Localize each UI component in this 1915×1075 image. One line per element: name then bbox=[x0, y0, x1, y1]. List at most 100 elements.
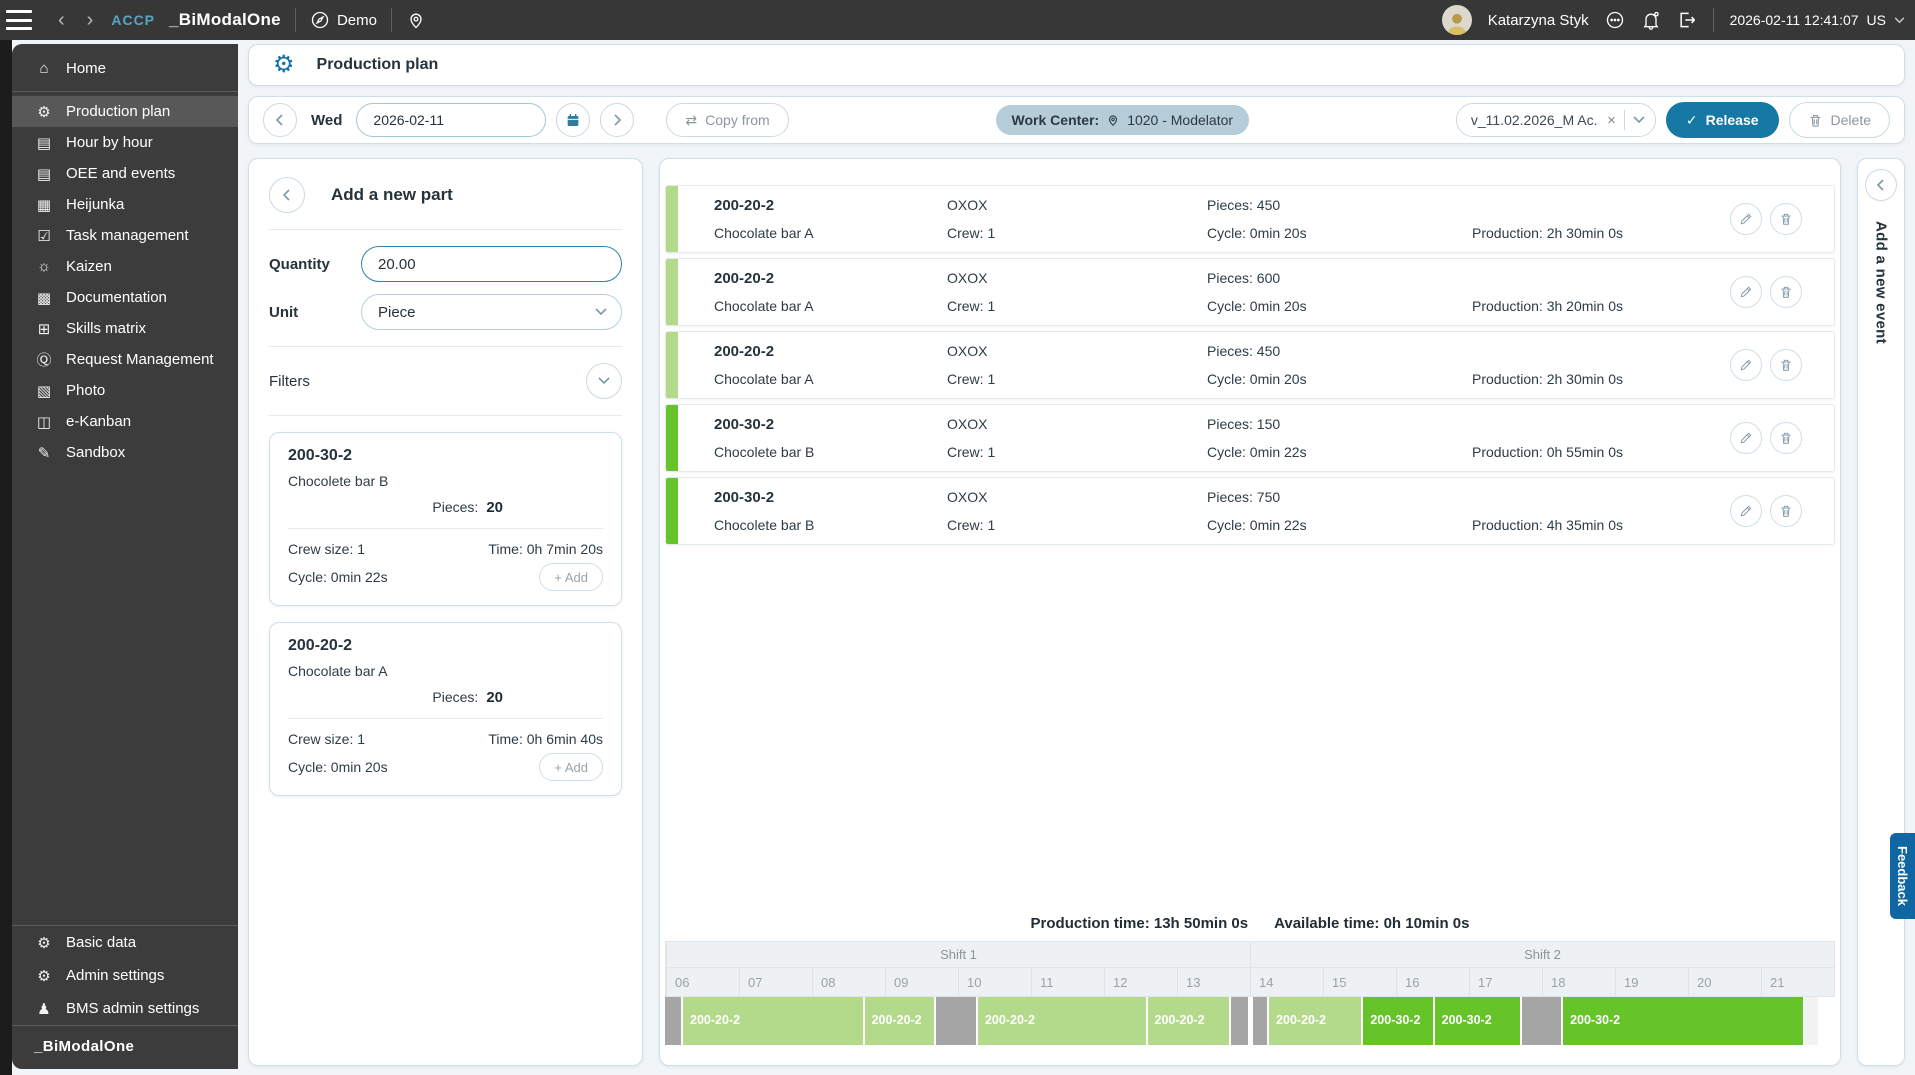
chevron-down-icon[interactable] bbox=[1633, 116, 1645, 124]
shift-label: Shift 1 bbox=[666, 942, 1250, 967]
sidebar-item[interactable]: ▤ OEE and events bbox=[12, 158, 238, 189]
delete-row-button[interactable] bbox=[1770, 495, 1802, 527]
part-number: 200-30-2 bbox=[714, 489, 775, 506]
location-pin-icon[interactable] bbox=[406, 10, 426, 30]
time-summary: Production time: 13h 50min 0s Available … bbox=[663, 915, 1837, 932]
available-time-total: Available time: 0h 10min 0s bbox=[1274, 915, 1470, 932]
row-color-bar bbox=[666, 186, 678, 252]
plan-row: 200-30-2 Chocolete bar B OXOX Crew: 1 Pi… bbox=[665, 404, 1835, 472]
panel-title: Add a new event bbox=[1872, 221, 1890, 344]
delete-row-button[interactable] bbox=[1770, 276, 1802, 308]
sidebar-item[interactable]: ▧ Photo bbox=[12, 375, 238, 406]
calendar-button[interactable] bbox=[556, 103, 591, 137]
gantt-segment[interactable] bbox=[1521, 997, 1564, 1045]
sidebar-item[interactable]: ✎ Sandbox bbox=[12, 437, 238, 468]
expand-filters-button[interactable] bbox=[586, 363, 622, 399]
cycle-value: Cycle: 0min 20s bbox=[1207, 225, 1307, 241]
delete-row-button[interactable] bbox=[1770, 203, 1802, 235]
edit-row-button[interactable] bbox=[1730, 349, 1762, 381]
gantt-segment[interactable]: 200-20-2 bbox=[1269, 997, 1364, 1045]
unit-select[interactable]: Piece bbox=[361, 294, 622, 330]
pieces-value: Pieces: 450 bbox=[1207, 197, 1281, 213]
quantity-input[interactable] bbox=[361, 246, 622, 282]
feedback-tab[interactable]: Feedback bbox=[1890, 833, 1915, 919]
collapse-panel-button[interactable] bbox=[269, 177, 305, 213]
edit-row-button[interactable] bbox=[1730, 276, 1762, 308]
sidebar-item[interactable]: ◫ e-Kanban bbox=[12, 406, 238, 437]
pieces-value: Pieces: 750 bbox=[1207, 489, 1281, 505]
sidebar-item[interactable]: ☑ Task management bbox=[12, 220, 238, 251]
add-part-button[interactable]: + Add bbox=[539, 753, 603, 781]
sidebar-item[interactable]: ⌂ Home bbox=[12, 54, 238, 92]
filters-label: Filters bbox=[269, 372, 310, 390]
sidebar-item[interactable]: ⚙ Basic data bbox=[12, 926, 238, 959]
hour-header-row: 06 07 08 09 10 11 12 13 14 15 16 17 18 19 20 21 bbox=[665, 967, 1835, 997]
sidebar-item[interactable]: ⊞ Skills matrix bbox=[12, 313, 238, 344]
gantt-segment[interactable]: 200-20-2 bbox=[683, 997, 865, 1045]
delete-row-button[interactable] bbox=[1770, 349, 1802, 381]
part-name: Chocolate bar A bbox=[714, 371, 814, 387]
edit-row-button[interactable] bbox=[1730, 422, 1762, 454]
expand-event-panel-button[interactable] bbox=[1865, 169, 1897, 201]
time-value: Time: 0h 7min 20s bbox=[488, 541, 603, 557]
part-number: 200-30-2 bbox=[714, 416, 775, 433]
hamburger-menu-icon[interactable] bbox=[6, 10, 32, 30]
sidebar-item[interactable]: ♟ BMS admin settings bbox=[12, 992, 238, 1025]
production-time: Production: 2h 30min 0s bbox=[1472, 225, 1623, 241]
logout-icon[interactable] bbox=[1677, 10, 1697, 30]
production-time: Production: 3h 20min 0s bbox=[1472, 298, 1623, 314]
sidebar-item[interactable]: ▩ Documentation bbox=[12, 282, 238, 313]
chat-icon[interactable] bbox=[1605, 10, 1625, 30]
part-code: OXOX bbox=[947, 343, 988, 359]
date-input[interactable] bbox=[356, 103, 547, 137]
copy-from-button[interactable]: ⇄ Copy from bbox=[666, 103, 789, 137]
gantt-segment[interactable]: 200-30-2 bbox=[1363, 997, 1435, 1045]
sidebar-item[interactable]: Ⓠ Request Management bbox=[12, 344, 238, 375]
gantt-segment[interactable] bbox=[665, 997, 684, 1045]
gantt-segment[interactable]: 200-20-2 bbox=[864, 997, 936, 1045]
notifications-bell-icon[interactable] bbox=[1641, 10, 1661, 30]
delete-row-button[interactable] bbox=[1770, 422, 1802, 454]
crew-value: Crew: 1 bbox=[947, 371, 996, 387]
clear-icon[interactable]: × bbox=[1607, 111, 1616, 129]
next-day-button[interactable] bbox=[600, 103, 635, 137]
monitor-icon: ▤ bbox=[36, 165, 52, 183]
sidebar-item[interactable]: ⚙ Production plan bbox=[12, 96, 238, 127]
nav-forward-icon[interactable]: › bbox=[86, 9, 94, 31]
cycle-value: Cycle: 0min 20s bbox=[288, 759, 388, 775]
nav-back-icon[interactable]: ‹ bbox=[58, 9, 65, 31]
crew-size: Crew size: 1 bbox=[288, 731, 366, 747]
gantt-segment[interactable]: 200-20-2 bbox=[1147, 997, 1231, 1045]
datetime-locale-dropdown[interactable]: 2026-02-11 12:41:07 US bbox=[1730, 12, 1905, 28]
gantt-segment[interactable] bbox=[1804, 997, 1821, 1045]
previous-day-button[interactable] bbox=[263, 103, 297, 137]
weekday-label: Wed bbox=[311, 111, 343, 129]
sidebar-item[interactable]: ▤ Hour by hour bbox=[12, 127, 238, 158]
add-part-button[interactable]: + Add bbox=[539, 563, 603, 591]
gantt-segment[interactable]: 200-30-2 bbox=[1434, 997, 1522, 1045]
hour-label: 09 bbox=[885, 968, 958, 996]
environment-switcher[interactable]: Demo bbox=[310, 10, 377, 30]
release-button[interactable]: ✓ Release bbox=[1665, 102, 1779, 138]
sidebar-item[interactable]: ▦ Heijunka bbox=[12, 189, 238, 220]
sidebar-item[interactable]: ☼ Kaizen bbox=[12, 251, 238, 282]
part-number: 200-20-2 bbox=[288, 637, 353, 654]
edit-row-button[interactable] bbox=[1730, 495, 1762, 527]
gantt-segment[interactable]: 200-30-2 bbox=[1563, 997, 1805, 1045]
part-card-list: 200-30-2 Chocolete bar B Pieces: 20 Crew… bbox=[269, 432, 622, 796]
topbar-separator bbox=[294, 8, 296, 32]
user-gear-icon: ♟ bbox=[37, 1000, 51, 1018]
cycle-value: Cycle: 0min 20s bbox=[1207, 371, 1307, 387]
unit-value: Piece bbox=[378, 303, 416, 321]
gantt-segment[interactable] bbox=[1230, 997, 1250, 1045]
plan-version-dropdown[interactable]: v_11.02.2026_M Ac... × bbox=[1455, 103, 1656, 137]
pieces-label: Pieces: bbox=[432, 689, 479, 705]
crew-value: Crew: 1 bbox=[947, 225, 996, 241]
user-avatar[interactable] bbox=[1441, 5, 1472, 35]
gantt-segment[interactable] bbox=[1253, 997, 1270, 1045]
edit-row-button[interactable] bbox=[1730, 203, 1762, 235]
delete-button[interactable]: Delete bbox=[1788, 102, 1890, 138]
gantt-segment[interactable]: 200-20-2 bbox=[977, 997, 1148, 1045]
sidebar-item[interactable]: ⚙ Admin settings bbox=[12, 959, 238, 992]
gantt-segment[interactable] bbox=[935, 997, 978, 1045]
